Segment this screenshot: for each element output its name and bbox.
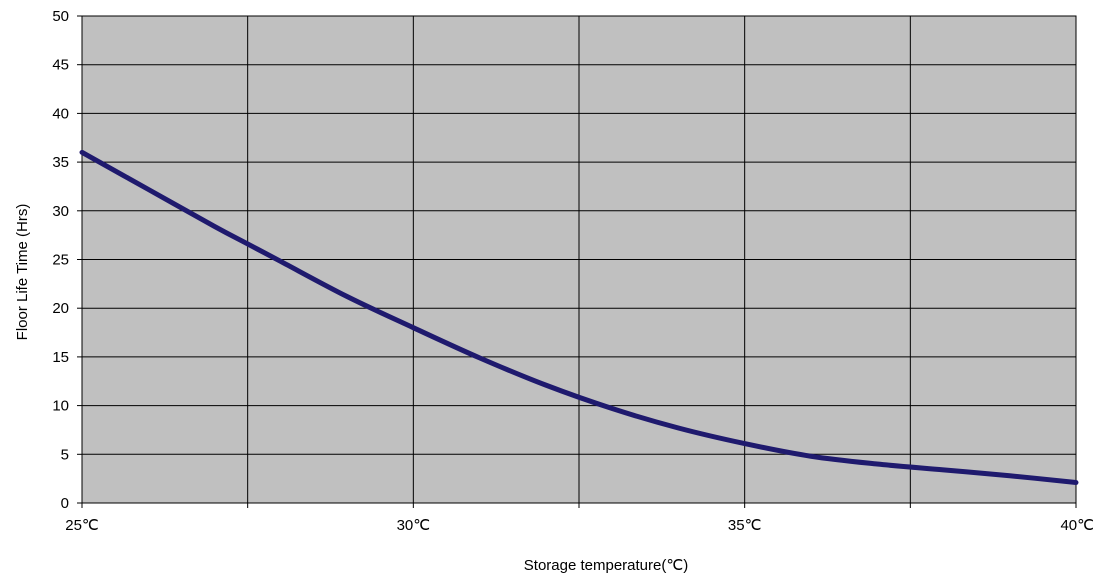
y-tick-label: 20 [52, 300, 69, 317]
gridlines [77, 15, 1077, 508]
y-tick-labels: 0 5 10 15 20 25 30 35 40 45 50 [52, 8, 69, 512]
y-tick-label: 10 [52, 398, 69, 415]
y-tick-label: 45 [52, 57, 69, 74]
y-tick-label: 40 [52, 105, 69, 122]
y-tick-label: 35 [52, 154, 69, 171]
y-axis-title: Floor Life Time (Hrs) [14, 204, 31, 341]
series-line [79, 149, 1079, 486]
x-tick-label: 25℃ [65, 517, 99, 534]
y-tick-label: 15 [52, 349, 69, 366]
x-tick-labels: 25℃ 30℃ 35℃ 40℃ [65, 517, 1094, 534]
y-tick-label: 50 [52, 8, 69, 25]
y-tick-label: 25 [52, 252, 69, 269]
y-tick-label: 0 [61, 495, 69, 512]
y-tick-label: 30 [52, 203, 69, 220]
y-tick-label: 5 [61, 446, 69, 463]
x-axis-title: Storage temperature(℃) [524, 557, 688, 574]
x-tick-label: 30℃ [397, 517, 431, 534]
x-tick-label: 35℃ [728, 517, 762, 534]
x-tick-label: 40℃ [1060, 517, 1094, 534]
